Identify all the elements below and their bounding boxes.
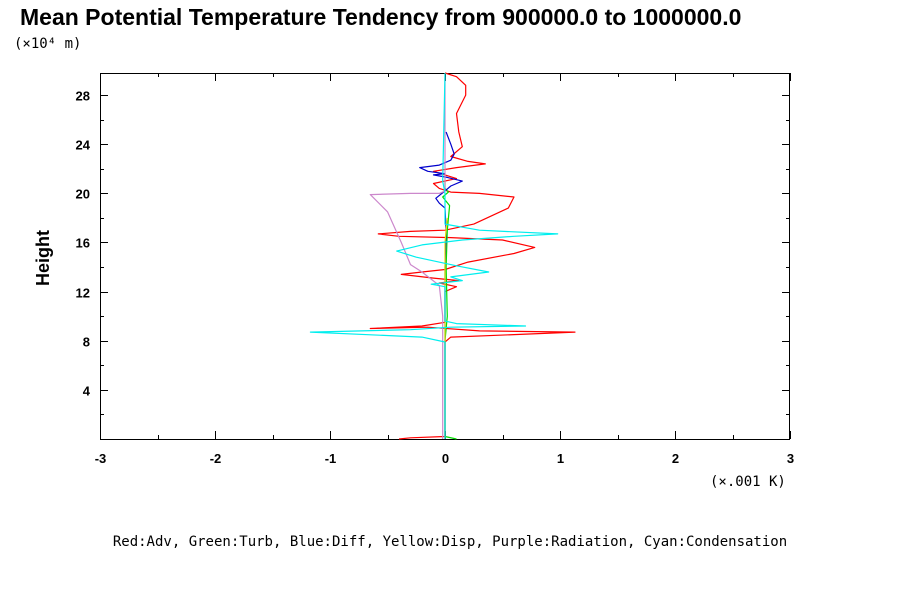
- series-line-radiation: [369, 76, 446, 439]
- series-layer: [309, 72, 576, 440]
- y-axis-unit: (×10⁴ m): [14, 36, 82, 52]
- y-tick-label: 12: [76, 286, 90, 301]
- y-tick-label: 16: [76, 236, 90, 251]
- x-tick-label: -1: [325, 451, 337, 466]
- y-axis-title: Height: [33, 230, 53, 286]
- y-tick-label: 28: [76, 89, 90, 104]
- x-tick-label: 2: [672, 451, 679, 466]
- x-tick-label: -2: [210, 451, 222, 466]
- legend: Red:Adv, Green:Turb, Blue:Diff, Yellow:D…: [112, 534, 788, 550]
- series-line-condensation: [309, 72, 559, 439]
- y-tick-label: 20: [76, 187, 90, 202]
- series-line-adv: [369, 72, 576, 440]
- x-tick-label: 1: [557, 451, 564, 466]
- x-axis-unit: (×.001 K): [710, 474, 786, 490]
- y-tick-label: 8: [83, 335, 90, 350]
- y-tick-label: 4: [83, 384, 91, 399]
- x-tick-label: 3: [787, 451, 794, 466]
- x-tick-label: 0: [442, 451, 449, 466]
- x-tick-label: -3: [95, 451, 107, 466]
- chart-title: Mean Potential Temperature Tendency from…: [20, 4, 742, 30]
- y-tick-label: 24: [76, 138, 91, 153]
